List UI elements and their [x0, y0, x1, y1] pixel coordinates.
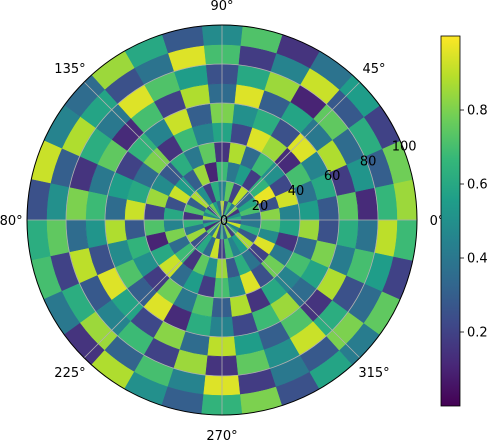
colorbar-tick-label: 0.4: [467, 252, 488, 267]
angular-tick-label: 45°: [363, 62, 386, 77]
polar-frame: [26, 24, 418, 416]
heatmap-cell: [336, 191, 359, 221]
radial-tick-label: 60: [324, 169, 341, 184]
heatmap-cell: [317, 219, 340, 245]
colorbar-tick-label: 0.6: [467, 178, 488, 193]
radial-tick-label: 80: [360, 154, 377, 169]
angular-tick-labels: 0°45°90°135°180°225°270°315°: [0, 0, 444, 444]
angular-grid-line: [221, 81, 361, 221]
angular-tick-label: 180°: [0, 214, 23, 229]
heatmap-cell: [104, 195, 127, 221]
radial-tick-label: 40: [288, 184, 305, 199]
angular-grid-line: [83, 219, 223, 359]
angular-tick-label: 225°: [54, 366, 85, 381]
colorbar-gradient: [440, 35, 461, 407]
angular-tick-label: 90°: [210, 0, 233, 14]
heatmap-cell: [104, 219, 127, 245]
heatmap-cell: [336, 219, 359, 249]
radial-tick-label: 0: [220, 214, 228, 229]
heatmap-cell: [355, 187, 379, 221]
polar-grid: [27, 25, 417, 415]
heatmap-cell: [317, 195, 340, 221]
heatmap-cell: [355, 219, 379, 253]
angular-tick-label: 270°: [206, 429, 237, 442]
radial-tick-label: 100: [392, 139, 417, 154]
colorbar: 0.2 0.4 0.6 0.8: [440, 35, 488, 407]
angular-tick-label: 315°: [358, 366, 389, 381]
angular-grid-line: [83, 81, 223, 221]
colorbar-tick-label: 0.2: [467, 326, 488, 341]
heatmap-cell: [85, 191, 108, 221]
radial-tick-labels: 0 20 40 60 80 100: [220, 139, 417, 229]
colorbar-tick-label: 0.8: [467, 104, 488, 119]
heatmap-cell: [65, 187, 89, 221]
angular-grid-line: [221, 219, 361, 359]
angular-tick-label: 135°: [54, 62, 85, 77]
radial-tick-label: 20: [252, 199, 269, 214]
heatmap-cell: [85, 219, 108, 249]
heatmap-cell: [65, 219, 89, 253]
